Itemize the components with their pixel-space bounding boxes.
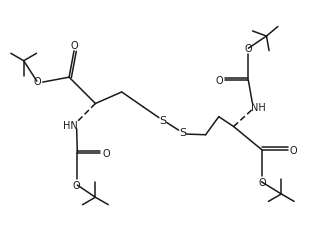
Text: O: O <box>33 77 41 87</box>
Text: NH: NH <box>251 102 266 112</box>
Text: O: O <box>258 177 266 187</box>
Text: O: O <box>290 145 298 155</box>
Text: O: O <box>72 180 80 190</box>
Text: O: O <box>215 76 223 86</box>
Text: S: S <box>179 128 186 137</box>
Text: HN: HN <box>63 120 78 130</box>
Text: S: S <box>159 116 166 125</box>
Text: O: O <box>244 44 252 54</box>
Text: O: O <box>102 148 110 158</box>
Text: O: O <box>70 41 78 51</box>
